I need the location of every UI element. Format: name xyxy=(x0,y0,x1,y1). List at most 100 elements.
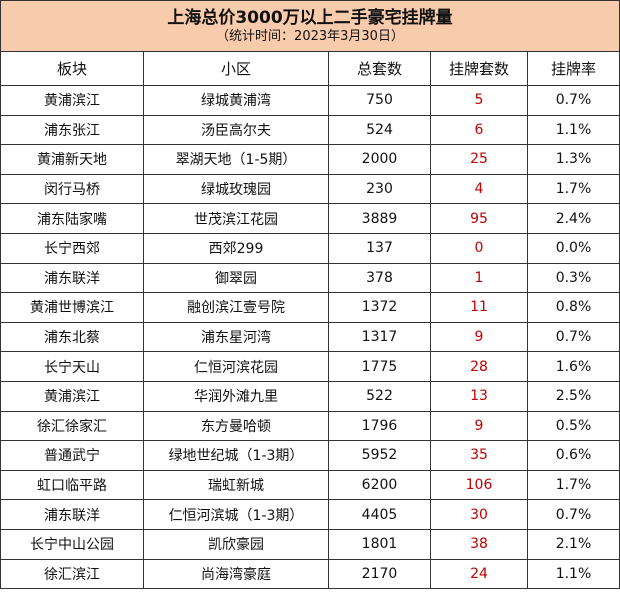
table-cell: 378 xyxy=(328,262,431,294)
table-row: 闵行马桥 绿城玫瑰园 230 4 1.7% xyxy=(0,173,620,205)
table-cell: 浦东联洋 xyxy=(0,499,144,530)
table-row: 普通武宁 绿地世纪城（1-3期） 5952 35 0.6% xyxy=(0,440,620,471)
table-cell: 尚海湾豪庭 xyxy=(143,558,329,590)
table-cell: 11 xyxy=(430,292,528,323)
table-cell: 徐汇徐家汇 xyxy=(0,410,144,442)
table-cell: 1 xyxy=(430,262,528,294)
table-cell: 2.4% xyxy=(527,203,620,234)
table-cell: 9 xyxy=(430,410,528,442)
table-cell: 24 xyxy=(430,558,528,590)
title: 上海总价3000万以上二手豪宅挂牌量 xyxy=(167,7,453,28)
table-cell: 230 xyxy=(328,173,431,205)
table-row: 长宁西郊 西郊299 137 0 0.0% xyxy=(0,232,620,264)
table-cell: 2000 xyxy=(328,144,431,175)
table-cell: 1.1% xyxy=(527,558,620,590)
table-cell: 0.3% xyxy=(527,262,620,294)
table-cell: 0.6% xyxy=(527,440,620,471)
table-cell: 黄浦世博滨江 xyxy=(0,292,144,323)
table-cell: 东方曼哈顿 xyxy=(143,410,329,442)
table-cell: 黄浦滨江 xyxy=(0,85,144,116)
table-row: 黄浦滨江 绿城黄浦湾 750 5 0.7% xyxy=(0,85,620,116)
table-cell: 翠湖天地（1-5期） xyxy=(143,144,329,175)
table-cell: 浦东陆家嘴 xyxy=(0,203,144,234)
table-cell: 4405 xyxy=(328,499,431,530)
table-cell: 5952 xyxy=(328,440,431,471)
table-cell: 95 xyxy=(430,203,528,234)
title-row: 上海总价3000万以上二手豪宅挂牌量 （统计时间：2023年3月30日） xyxy=(0,0,620,52)
table-cell: 长宁天山 xyxy=(0,351,144,382)
table-cell: 9 xyxy=(430,321,528,353)
table-row: 浦东联洋 御翠园 378 1 0.3% xyxy=(0,262,620,294)
table-cell: 5 xyxy=(430,85,528,116)
table-cell: 仁恒河滨花园 xyxy=(143,351,329,382)
header-row: 板块 小区 总套数 挂牌套数 挂牌率 xyxy=(0,51,620,86)
table-cell: 1796 xyxy=(328,410,431,442)
table-cell: 虹口临平路 xyxy=(0,469,144,501)
table-cell: 28 xyxy=(430,351,528,382)
table-cell: 黄浦新天地 xyxy=(0,144,144,175)
table-cell: 750 xyxy=(328,85,431,116)
table-row: 黄浦滨江 华润外滩九里 522 13 2.5% xyxy=(0,380,620,412)
table-cell: 0.7% xyxy=(527,85,620,116)
table-row: 浦东陆家嘴 世茂滨江花园 3889 95 2.4% xyxy=(0,203,620,234)
column-header: 总套数 xyxy=(328,51,431,86)
table-cell: 浦东联洋 xyxy=(0,262,144,294)
table-cell: 1.1% xyxy=(527,114,620,146)
table-cell: 浦东张江 xyxy=(0,114,144,146)
table-cell: 30 xyxy=(430,499,528,530)
table-cell: 仁恒河滨城（1-3期） xyxy=(143,499,329,530)
table-cell: 浦东星河湾 xyxy=(143,321,329,353)
column-header: 板块 xyxy=(0,51,144,86)
table-cell: 华润外滩九里 xyxy=(143,380,329,412)
table-cell: 瑞虹新城 xyxy=(143,469,329,501)
table-cell: 522 xyxy=(328,380,431,412)
table-row: 徐汇滨江 尚海湾豪庭 2170 24 1.1% xyxy=(0,558,620,590)
table-cell: 1.7% xyxy=(527,469,620,501)
table-cell: 4 xyxy=(430,173,528,205)
table-cell: 2.1% xyxy=(527,528,620,560)
table-cell: 106 xyxy=(430,469,528,501)
table-cell: 35 xyxy=(430,440,528,471)
table-cell: 普通武宁 xyxy=(0,440,144,471)
table-row: 黄浦新天地 翠湖天地（1-5期） 2000 25 1.3% xyxy=(0,144,620,175)
table-cell: 0.0% xyxy=(527,232,620,264)
table-cell: 2.5% xyxy=(527,380,620,412)
table-cell: 融创滨江壹号院 xyxy=(143,292,329,323)
table-cell: 1372 xyxy=(328,292,431,323)
table-cell: 25 xyxy=(430,144,528,175)
table-cell: 3889 xyxy=(328,203,431,234)
table-cell: 凯欣豪园 xyxy=(143,528,329,560)
table-cell: 1.6% xyxy=(527,351,620,382)
table-cell: 长宁中山公园 xyxy=(0,528,144,560)
table-row: 黄浦世博滨江 融创滨江壹号院 1372 11 0.8% xyxy=(0,292,620,323)
subtitle: （统计时间：2023年3月30日） xyxy=(216,28,404,44)
table-row: 浦东联洋 仁恒河滨城（1-3期） 4405 30 0.7% xyxy=(0,499,620,530)
table-cell: 2170 xyxy=(328,558,431,590)
table-cell: 世茂滨江花园 xyxy=(143,203,329,234)
table-cell: 0.5% xyxy=(527,410,620,442)
table-row: 虹口临平路 瑞虹新城 6200 106 1.7% xyxy=(0,469,620,501)
table-cell: 绿城黄浦湾 xyxy=(143,85,329,116)
table-cell: 汤臣高尔夫 xyxy=(143,114,329,146)
table-cell: 长宁西郊 xyxy=(0,232,144,264)
table-row: 长宁天山 仁恒河滨花园 1775 28 1.6% xyxy=(0,351,620,382)
table-row: 徐汇徐家汇 东方曼哈顿 1796 9 0.5% xyxy=(0,410,620,442)
column-header: 挂牌套数 xyxy=(430,51,528,86)
column-header: 挂牌率 xyxy=(527,51,620,86)
table-cell: 浦东北蔡 xyxy=(0,321,144,353)
table-cell: 闵行马桥 xyxy=(0,173,144,205)
table-cell: 0.7% xyxy=(527,499,620,530)
table-cell: 6200 xyxy=(328,469,431,501)
table-cell: 1801 xyxy=(328,528,431,560)
table-cell: 137 xyxy=(328,232,431,264)
table-cell: 徐汇滨江 xyxy=(0,558,144,590)
table-cell: 绿地世纪城（1-3期） xyxy=(143,440,329,471)
table-cell: 0.8% xyxy=(527,292,620,323)
table-cell: 西郊299 xyxy=(143,232,329,264)
table-cell: 绿城玫瑰园 xyxy=(143,173,329,205)
table-cell: 1317 xyxy=(328,321,431,353)
table-cell: 1775 xyxy=(328,351,431,382)
table-cell: 6 xyxy=(430,114,528,146)
